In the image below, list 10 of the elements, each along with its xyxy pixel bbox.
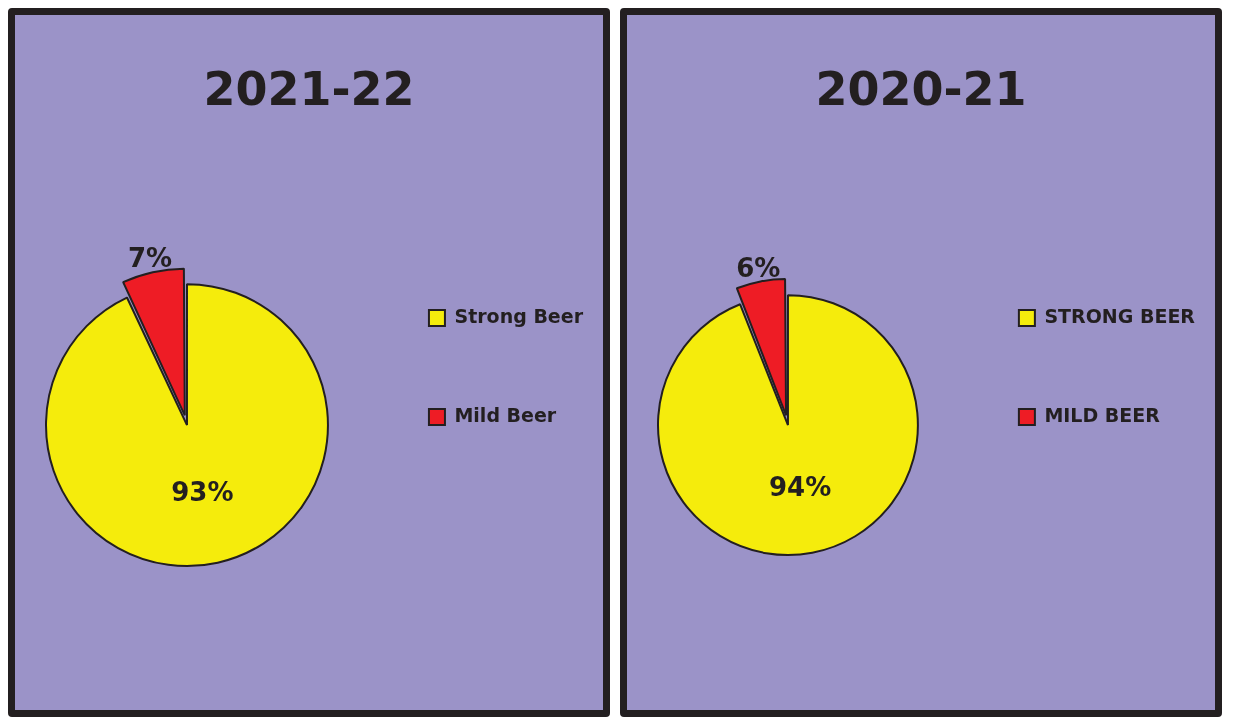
data-label: 93% (171, 476, 234, 507)
legend-label: Mild Beer (454, 403, 557, 426)
data-label: 7% (128, 242, 173, 273)
data-label: 94% (769, 471, 832, 502)
data-label: 6% (736, 252, 781, 283)
chart-title: 2021-22 (203, 61, 415, 116)
chart-title: 2020-21 (815, 61, 1027, 116)
legend-label: STRONG BEER (1044, 304, 1196, 327)
legend-label: Strong Beer (454, 304, 584, 327)
legend-label: MILD BEER (1044, 403, 1161, 426)
